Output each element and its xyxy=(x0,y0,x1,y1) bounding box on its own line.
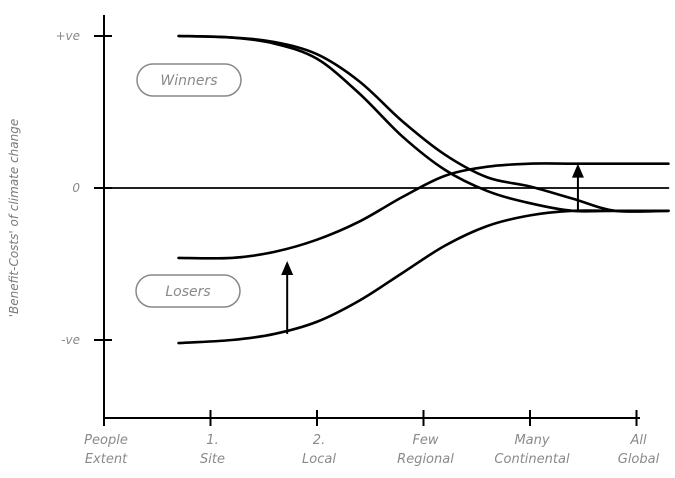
y-tick-label: 0 xyxy=(72,181,80,195)
x-tick-label-line1: All xyxy=(629,433,647,448)
y-tick-label: +ve xyxy=(55,29,80,43)
series-line xyxy=(177,162,670,260)
series-line xyxy=(177,34,670,213)
arrow xyxy=(281,260,294,334)
x-tick-label-line1: 2. xyxy=(313,433,325,448)
x-tick-label-line2: Local xyxy=(302,452,336,467)
losers-label: Losers xyxy=(165,284,210,300)
series-group xyxy=(103,34,670,345)
x-ticks: People Extent 1. Site 2. Local Few Regional Many… xyxy=(84,410,660,467)
winners-box: Winners xyxy=(136,63,242,97)
arrow xyxy=(571,163,584,211)
x-tick-label-line2: Regional xyxy=(397,452,454,467)
y-axis-label: 'Benefit-Costs' of climate change xyxy=(7,119,21,318)
x-tick-label-line1: Few xyxy=(412,433,438,448)
x-tick-label-line1: Many xyxy=(514,433,549,448)
x-tick-label-line1: People xyxy=(84,433,128,448)
series-line xyxy=(177,209,670,345)
x-tick-label-line2: Global xyxy=(618,452,660,467)
axes xyxy=(103,15,640,419)
x-tick-label-line2: Continental xyxy=(494,452,570,467)
x-tick-label-line1: 1. xyxy=(206,433,218,448)
winners-label: Winners xyxy=(160,73,217,89)
x-tick-label-line2: Extent xyxy=(85,452,128,467)
losers-box: Losers xyxy=(135,274,241,308)
y-tick-label: -ve xyxy=(61,333,80,347)
x-tick-label-line2: Site xyxy=(200,452,225,467)
arrows xyxy=(281,163,584,334)
